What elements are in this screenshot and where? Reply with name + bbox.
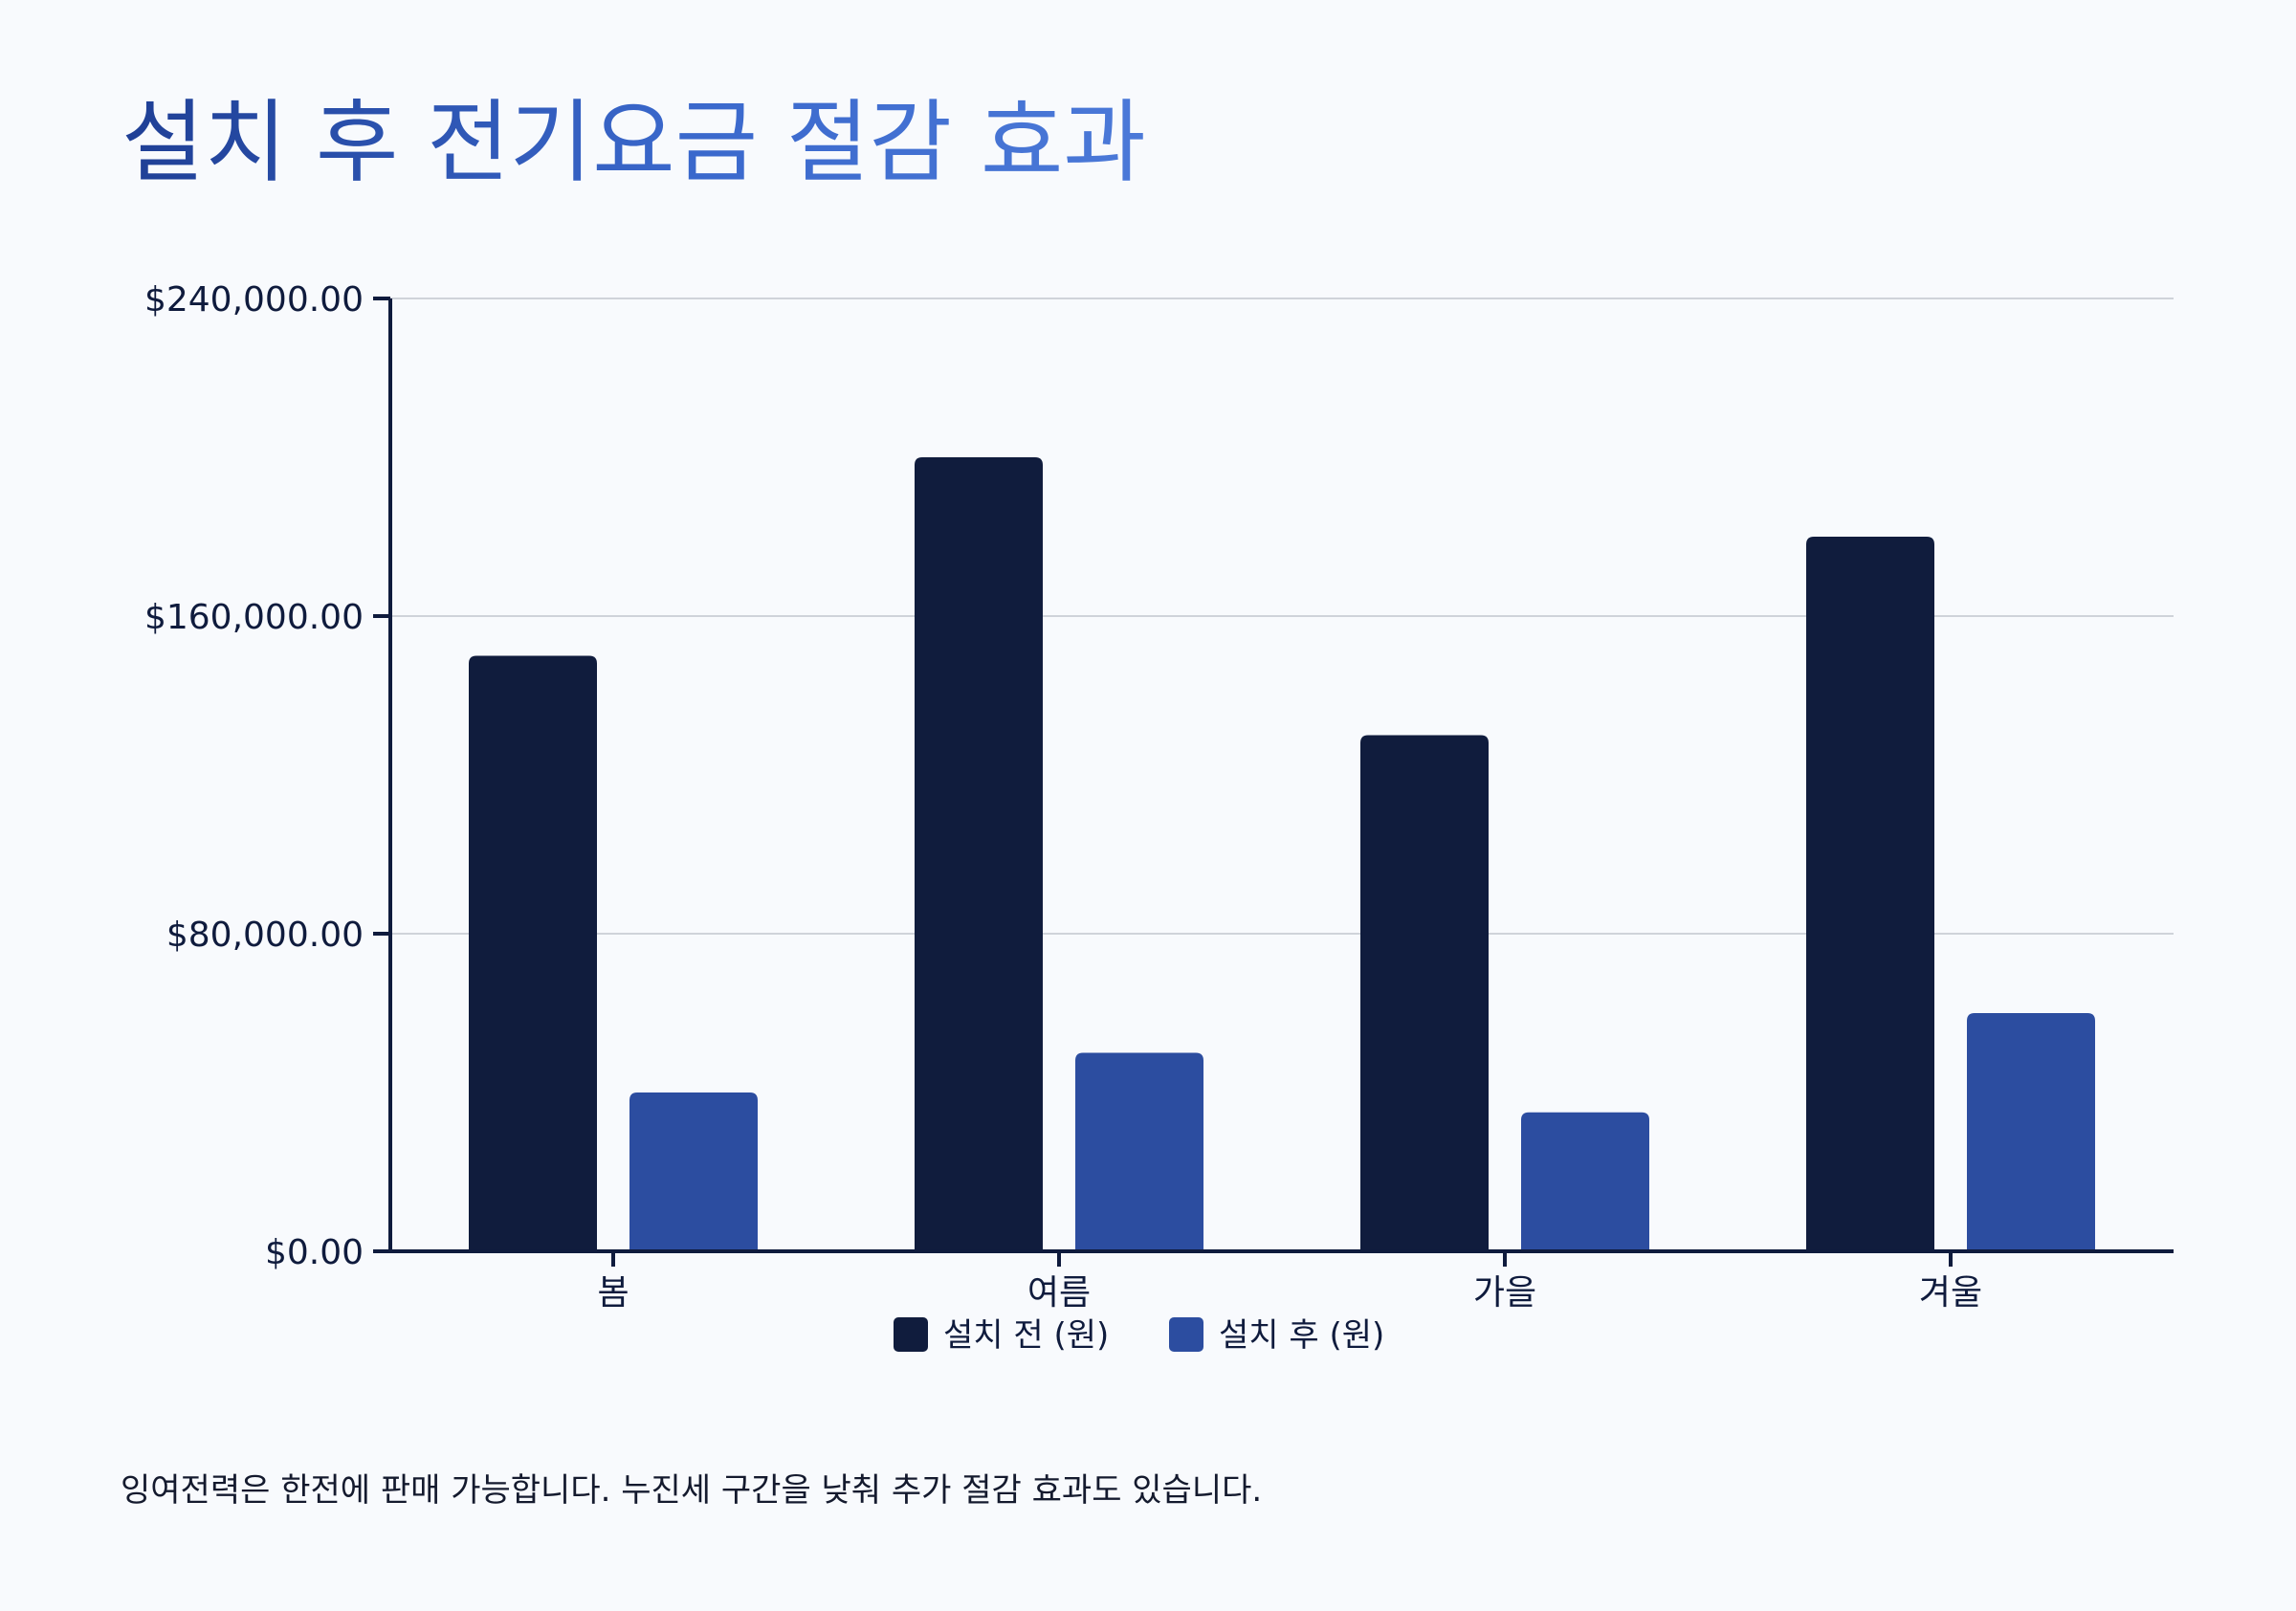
y-tick-label: $0.00 [265,1233,364,1272]
bar-before [469,655,597,1251]
x-tick-label: 봄 [597,1273,629,1313]
y-tick-label: $240,000.00 [144,280,364,320]
bar-before [1360,735,1489,1251]
bar-after [1521,1112,1649,1251]
bar-after [629,1092,758,1251]
bar-before [1806,537,1934,1251]
x-tick-label: 겨울 [1919,1273,1982,1313]
legend-label: 설치 전 (원) [943,1316,1109,1355]
footnote: 잉여전력은 한전에 판매 가능합니다. 누진세 구간을 낮춰 추가 절감 효과도… [121,1471,1263,1510]
legend-swatch [1169,1317,1203,1352]
chart-title: 설치 후 전기요금 절감 효과 [121,91,1146,195]
x-tick-label: 가을 [1473,1273,1536,1313]
bar-before [915,457,1043,1251]
y-tick-label: $160,000.00 [144,598,364,637]
bar-after [1075,1052,1203,1251]
x-tick-label: 여름 [1027,1273,1091,1313]
y-tick-label: $80,000.00 [166,916,364,955]
legend-label: 설치 후 (원) [1219,1316,1384,1355]
legend-swatch [894,1317,928,1352]
bar-after [1967,1013,2095,1251]
